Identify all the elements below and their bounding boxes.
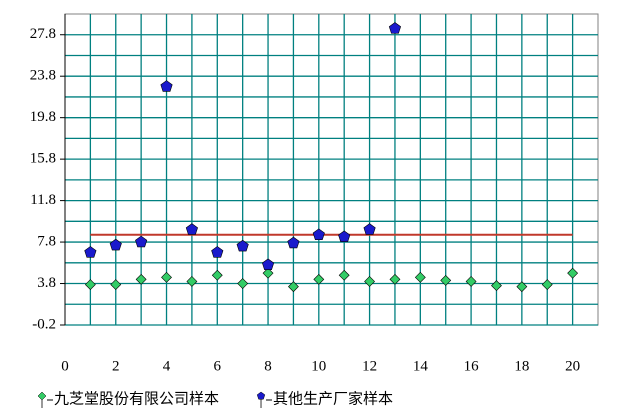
point [135, 235, 148, 248]
point [440, 274, 452, 286]
point [313, 273, 325, 285]
point [186, 276, 198, 287]
plot-area [64, 13, 599, 326]
x-tick-label: 6 [214, 358, 222, 374]
x-tick-label: 4 [163, 358, 171, 374]
point [211, 269, 223, 281]
point [110, 279, 122, 290]
point [160, 80, 173, 92]
legend-marker [37, 391, 47, 401]
point [261, 258, 275, 271]
point [388, 22, 402, 34]
x-tick-label: 18 [514, 358, 529, 374]
point [135, 273, 147, 285]
x-tick-label: 10 [311, 358, 326, 374]
point [185, 223, 198, 235]
point [338, 269, 350, 281]
legend-marker [256, 391, 266, 400]
x-tick-label: 20 [565, 358, 580, 374]
point [84, 246, 97, 258]
legend-label: 其他生产厂家样本 [273, 390, 393, 407]
point [236, 239, 249, 252]
x-tick-label: 12 [362, 358, 377, 374]
point [414, 271, 426, 283]
x-tick-label: 0 [61, 358, 69, 374]
point [567, 267, 579, 279]
y-tick-label: 3.8 [37, 275, 56, 291]
x-tick-label: 8 [264, 358, 272, 374]
point [161, 271, 172, 283]
y-tick-label: 27.8 [30, 26, 56, 42]
point [364, 276, 375, 287]
point [389, 273, 401, 285]
y-tick-label: 15.8 [30, 151, 56, 167]
y-tick-label: 11.8 [30, 192, 56, 208]
point [211, 246, 224, 258]
point [237, 278, 249, 289]
legend-label: 九芝堂股份有限公司样本 [54, 390, 219, 407]
point [541, 279, 553, 290]
x-tick-label: 2 [112, 358, 120, 374]
point [363, 223, 376, 235]
y-tick-label: 19.8 [30, 109, 56, 125]
point [338, 230, 351, 243]
point [491, 280, 502, 292]
point [109, 238, 122, 251]
x-tick-label: 14 [413, 358, 429, 374]
y-tick-label: 23.8 [30, 68, 56, 84]
point [84, 279, 96, 290]
point [262, 267, 274, 279]
y-tick-label: 7.8 [37, 234, 56, 250]
point [465, 276, 477, 287]
point [312, 228, 325, 240]
point [287, 236, 300, 249]
point [288, 281, 299, 293]
y-tick-label: -0.2 [32, 316, 56, 332]
point [516, 281, 528, 293]
x-tick-label: 16 [464, 358, 480, 374]
